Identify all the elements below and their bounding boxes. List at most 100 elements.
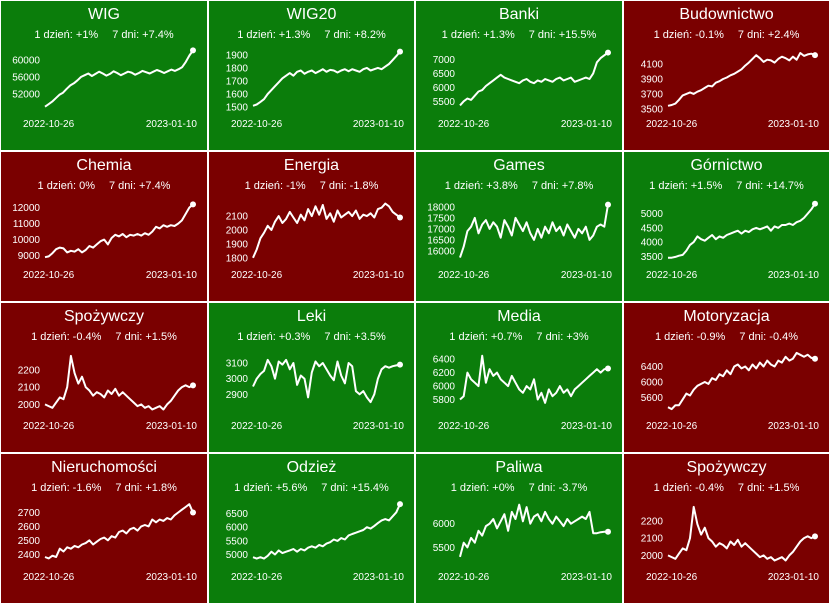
y-tick-label: 1800: [226, 63, 249, 74]
panel-stats: 1 dzień: +1% 7 dni: +7.4%: [1, 29, 207, 41]
y-tick-label: 2500: [18, 536, 41, 547]
stat-7-days: 7 dni: +15.5%: [528, 29, 597, 41]
sector-panel: Górnictwo 1 dzień: +1.5% 7 dni: +14.7% 3500…: [623, 151, 830, 302]
stat-1-day: 1 dzień: +1.3%: [441, 29, 515, 41]
x-end-date: 2023-01-10: [145, 119, 197, 130]
last-value-marker: [190, 201, 196, 208]
panel-title: Banki: [498, 6, 540, 23]
y-tick-label: 1800: [226, 253, 249, 264]
y-tick-label: 2000: [226, 226, 249, 237]
line-chart: 2000 2100 2200: [641, 505, 818, 562]
y-tick-label: 3000: [226, 374, 249, 385]
panel-title: Media: [497, 308, 541, 325]
panel-stats: 1 dzień: +0.7% 7 dni: +3%: [416, 331, 622, 343]
y-tick-label: 2200: [641, 516, 664, 527]
y-tick-label: 18000: [427, 202, 455, 213]
y-tick-label: 5000: [641, 209, 664, 220]
stat-1-day: 1 dzień: +1.5%: [649, 180, 723, 192]
y-tick-label: 6400: [641, 362, 664, 373]
y-tick-label: 5500: [226, 536, 249, 547]
panel-stats: 1 dzień: +1.5% 7 dni: +14.7%: [624, 180, 829, 192]
last-value-marker: [397, 214, 403, 221]
x-start-date: 2022-10-26: [23, 572, 75, 583]
stat-7-days: 7 dni: +14.7%: [736, 180, 804, 192]
y-tick-label: 60000: [12, 55, 40, 66]
y-tick-label: 4500: [641, 223, 664, 234]
panel-title: Nieruchomości: [51, 459, 157, 476]
x-start-date: 2022-10-26: [438, 119, 490, 130]
series-line: [459, 354, 609, 404]
stat-1-day: 1 dzień: 0%: [37, 180, 95, 192]
sector-panel: Motoryzacja 1 dzień: -0.9% 7 dni: -0.4% 560…: [623, 302, 830, 453]
stat-1-day: 1 dzień: -0.1%: [653, 29, 724, 41]
stat-1-day: 1 dzień: +1.3%: [237, 29, 311, 41]
stat-7-days: 7 dni: -1.8%: [319, 180, 379, 192]
y-tick-label: 5500: [433, 97, 456, 108]
y-tick-label: 10000: [12, 235, 40, 246]
sector-panel: Nieruchomości 1 dzień: -1.6% 7 dni: +1.8% 2…: [0, 453, 208, 604]
stat-7-days: 7 dni: +15.4%: [321, 482, 389, 494]
x-end-date: 2023-01-10: [767, 421, 819, 432]
line-chart: 5500 6000 6500 7000: [433, 49, 611, 108]
x-end-date: 2023-01-10: [560, 421, 612, 432]
last-value-marker: [397, 48, 403, 55]
stat-1-day: 1 dzień: +1%: [34, 29, 99, 41]
stat-1-day: 1 dzień: -1.6%: [31, 482, 102, 494]
last-value-marker: [605, 528, 611, 535]
stat-7-days: 7 dni: +3.5%: [324, 331, 386, 343]
panel-stats: 1 dzień: -0.1% 7 dni: +2.4%: [624, 29, 829, 41]
panel-title: WIG20: [286, 6, 337, 23]
y-tick-label: 6500: [433, 69, 456, 80]
stat-1-day: 1 dzień: +0%: [450, 482, 515, 494]
series-line: [44, 203, 194, 259]
y-tick-label: 3500: [641, 252, 664, 263]
line-chart: 5600 6000 6400: [641, 351, 818, 411]
line-chart: 3500 4000 4500 5000: [641, 200, 818, 263]
last-value-marker: [397, 361, 403, 368]
y-tick-label: 5000: [226, 550, 249, 561]
panel-stats: 1 dzień: -0.4% 7 dni: +1.5%: [1, 331, 207, 343]
y-tick-label: 7000: [433, 55, 456, 66]
x-end-date: 2023-01-10: [352, 572, 404, 583]
panel-title: Spożywczy: [686, 459, 767, 476]
sector-panel: WIG20 1 dzień: +1.3% 7 dni: +8.2% 1500 1600 1…: [208, 0, 415, 151]
line-chart: 5500 6000: [433, 503, 611, 558]
panel-stats: 1 dzień: +1.3% 7 dni: +8.2%: [209, 29, 414, 41]
sector-panel: Budownictwo 1 dzień: -0.1% 7 dni: +2.4% 350…: [623, 0, 830, 151]
y-tick-label: 56000: [12, 72, 40, 83]
series-line: [668, 203, 816, 259]
y-tick-label: 1600: [226, 90, 249, 101]
y-tick-label: 6000: [226, 523, 249, 534]
sector-panel: Chemia 1 dzień: 0% 7 dni: +7.4% 9000 10000 11…: [0, 151, 208, 302]
y-tick-label: 17500: [427, 213, 455, 224]
sector-panel: Spożywczy 1 dzień: -0.4% 7 dni: +1.5% 2000 2…: [623, 453, 830, 604]
y-tick-label: 6400: [433, 355, 456, 366]
y-tick-label: 6000: [433, 83, 456, 94]
last-value-marker: [190, 382, 196, 389]
x-start-date: 2022-10-26: [646, 119, 698, 130]
y-tick-label: 5600: [641, 393, 664, 404]
stat-1-day: 1 dzień: -1%: [244, 180, 306, 192]
y-tick-label: 6000: [433, 382, 456, 393]
panel-stats: 1 dzień: 0% 7 dni: +7.4%: [1, 180, 207, 192]
last-value-marker: [812, 355, 818, 362]
x-end-date: 2023-01-10: [352, 270, 404, 281]
x-start-date: 2022-10-26: [231, 421, 283, 432]
series-line: [459, 204, 609, 258]
stat-1-day: 1 dzień: -0.4%: [31, 331, 102, 343]
y-tick-label: 1900: [226, 239, 249, 250]
y-tick-label: 1500: [226, 103, 249, 114]
y-tick-label: 2200: [18, 365, 41, 376]
y-tick-label: 3900: [641, 75, 664, 86]
series-line: [44, 503, 194, 560]
y-tick-label: 17000: [427, 224, 455, 235]
panel-title: Energia: [283, 157, 340, 174]
y-tick-label: 11000: [13, 219, 41, 230]
stat-7-days: 7 dni: +7.4%: [112, 29, 174, 41]
x-start-date: 2022-10-26: [438, 270, 490, 281]
y-tick-label: 6000: [433, 519, 456, 530]
x-start-date: 2022-10-26: [646, 270, 698, 281]
line-chart: 52000 56000 60000: [12, 47, 196, 108]
sector-panel: Leki 1 dzień: +0.3% 7 dni: +3.5% 2900 3000 31…: [208, 302, 415, 453]
panel-title: Leki: [296, 308, 327, 325]
